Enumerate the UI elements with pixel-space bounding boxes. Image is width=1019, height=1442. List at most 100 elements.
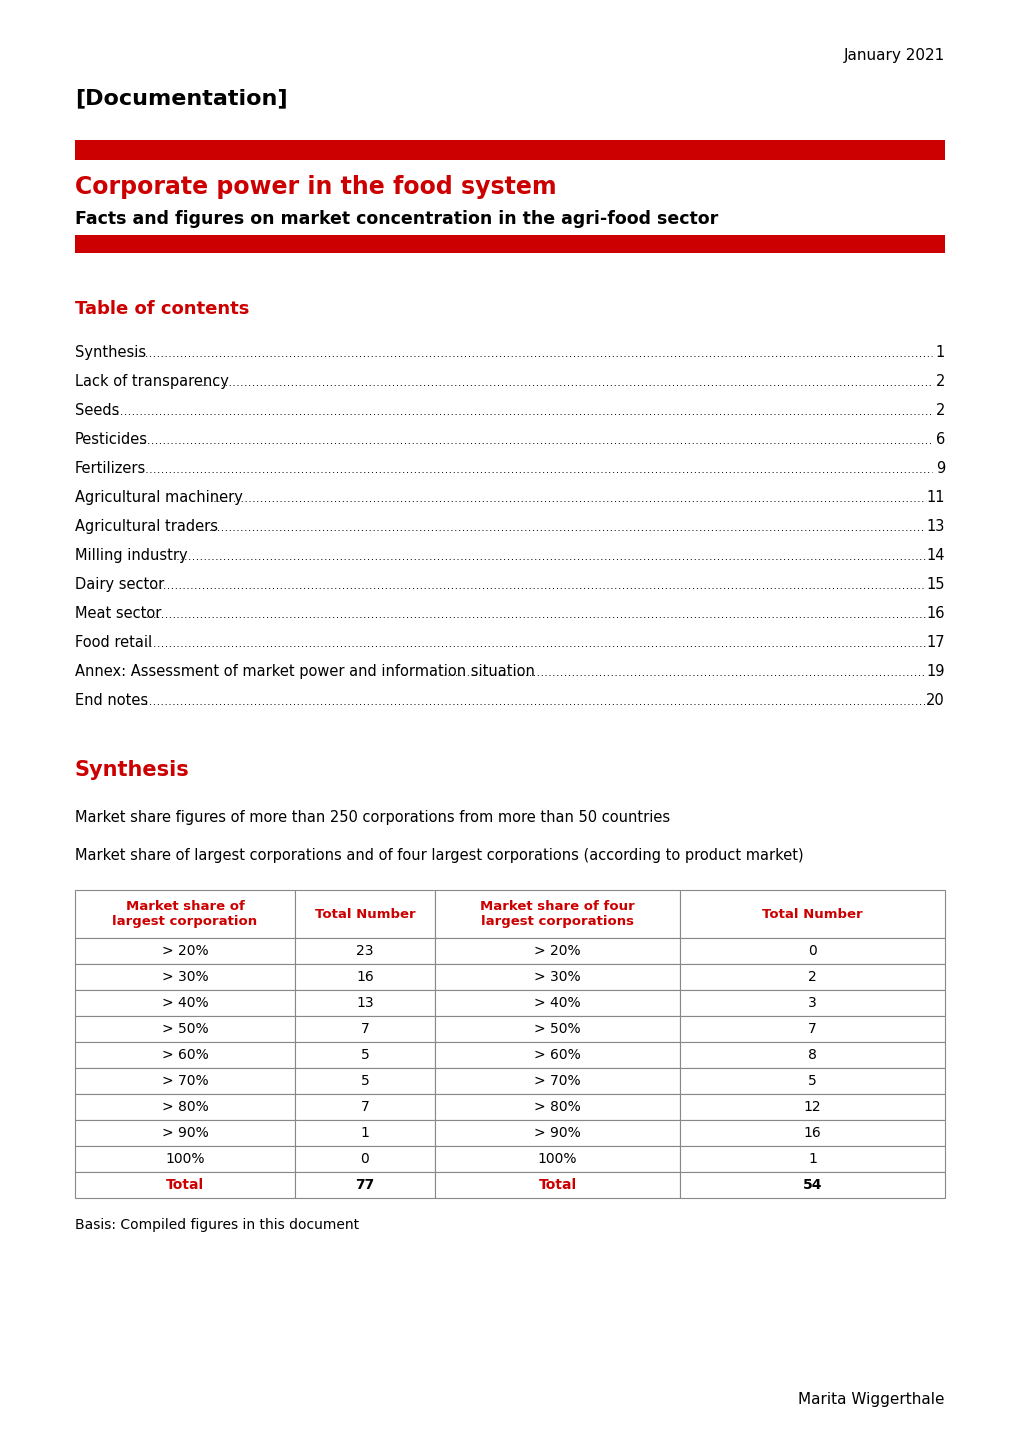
Bar [294,1043,434,1069]
Bar [75,1172,294,1198]
Bar [294,937,434,965]
Text: Lack of transparency: Lack of transparency [75,373,228,389]
Text: > 30%: > 30% [162,970,208,983]
Bar [75,1069,294,1094]
Bar [680,1120,944,1146]
Bar [434,1069,680,1094]
Bar [434,1146,680,1172]
Bar [294,1017,434,1043]
Bar [434,991,680,1017]
Text: 2: 2 [934,373,944,389]
Text: > 60%: > 60% [534,1048,580,1061]
Text: [Documentation]: [Documentation] [75,88,287,108]
Text: Meat sector: Meat sector [75,606,161,622]
Text: > 70%: > 70% [162,1074,208,1089]
Text: Agricultural machinery: Agricultural machinery [75,490,243,505]
Bar [434,1017,680,1043]
Bar [680,1069,944,1094]
Text: 13: 13 [356,996,373,1009]
Text: 7: 7 [361,1100,369,1115]
Bar [294,1146,434,1172]
Text: Table of contents: Table of contents [75,300,249,319]
Text: Marita Wiggerthale: Marita Wiggerthale [798,1392,944,1407]
Text: 77: 77 [355,1178,374,1193]
Text: 3: 3 [807,996,816,1009]
Bar [75,1043,294,1069]
Text: End notes: End notes [75,694,148,708]
Text: 6: 6 [934,433,944,447]
Text: > 30%: > 30% [534,970,580,983]
Text: Seeds: Seeds [75,402,119,418]
Bar [75,1146,294,1172]
Bar [75,991,294,1017]
Text: Facts and figures on market concentration in the agri-food sector: Facts and figures on market concentratio… [75,211,717,228]
Text: Market share figures of more than 250 corporations from more than 50 countries: Market share figures of more than 250 co… [75,810,669,825]
Text: 7: 7 [361,1022,369,1035]
Text: 13: 13 [925,519,944,534]
Bar [75,937,294,965]
Bar [680,1043,944,1069]
Text: 2: 2 [934,402,944,418]
Bar [680,991,944,1017]
Bar [434,1043,680,1069]
Text: > 20%: > 20% [162,945,208,957]
Bar [434,1094,680,1120]
Text: 7: 7 [807,1022,816,1035]
Text: 100%: 100% [537,1152,577,1167]
Text: Annex: Assessment of market power and information situation: Annex: Assessment of market power and in… [75,663,534,679]
Text: Market share of largest corporations and of four largest corporations (according: Market share of largest corporations and… [75,848,803,862]
Text: 5: 5 [807,1074,816,1089]
Text: Pesticides: Pesticides [75,433,148,447]
Text: > 90%: > 90% [161,1126,208,1141]
Text: Market share of
largest corporation: Market share of largest corporation [112,900,258,929]
Text: > 80%: > 80% [534,1100,580,1115]
Text: Food retail: Food retail [75,634,152,650]
Text: Dairy sector: Dairy sector [75,577,164,593]
Bar [75,1017,294,1043]
Bar [434,965,680,991]
Text: > 80%: > 80% [161,1100,208,1115]
Text: Total: Total [538,1178,576,1193]
Text: Milling industry: Milling industry [75,548,187,562]
Bar [294,890,434,937]
Bar [680,1146,944,1172]
Bar [680,890,944,937]
Text: 1: 1 [934,345,944,360]
Bar [75,235,944,252]
Bar [434,1120,680,1146]
Text: January 2021: January 2021 [843,48,944,63]
Text: 19: 19 [925,663,944,679]
Bar [680,1172,944,1198]
Bar [434,937,680,965]
Text: 5: 5 [361,1074,369,1089]
Text: 54: 54 [802,1178,821,1193]
Text: 1: 1 [360,1126,369,1141]
Text: 2: 2 [807,970,816,983]
Text: 15: 15 [925,577,944,593]
Text: Corporate power in the food system: Corporate power in the food system [75,174,556,199]
Text: 5: 5 [361,1048,369,1061]
Text: 0: 0 [361,1152,369,1167]
Text: > 40%: > 40% [162,996,208,1009]
Text: 9: 9 [934,461,944,476]
Bar [680,1094,944,1120]
Bar [434,1172,680,1198]
Text: Synthesis: Synthesis [75,760,190,780]
Text: Total: Total [166,1178,204,1193]
Text: 16: 16 [803,1126,820,1141]
Text: 17: 17 [925,634,944,650]
Text: Basis: Compiled figures in this document: Basis: Compiled figures in this document [75,1218,359,1231]
Text: 20: 20 [925,694,944,708]
Bar [680,965,944,991]
Text: > 90%: > 90% [534,1126,580,1141]
Bar [680,937,944,965]
Bar [294,1120,434,1146]
Text: Fertilizers: Fertilizers [75,461,146,476]
Bar [75,1120,294,1146]
Text: 14: 14 [925,548,944,562]
Bar [434,890,680,937]
Text: > 70%: > 70% [534,1074,580,1089]
Text: > 20%: > 20% [534,945,580,957]
Bar [75,1094,294,1120]
Text: Total Number: Total Number [315,907,415,920]
